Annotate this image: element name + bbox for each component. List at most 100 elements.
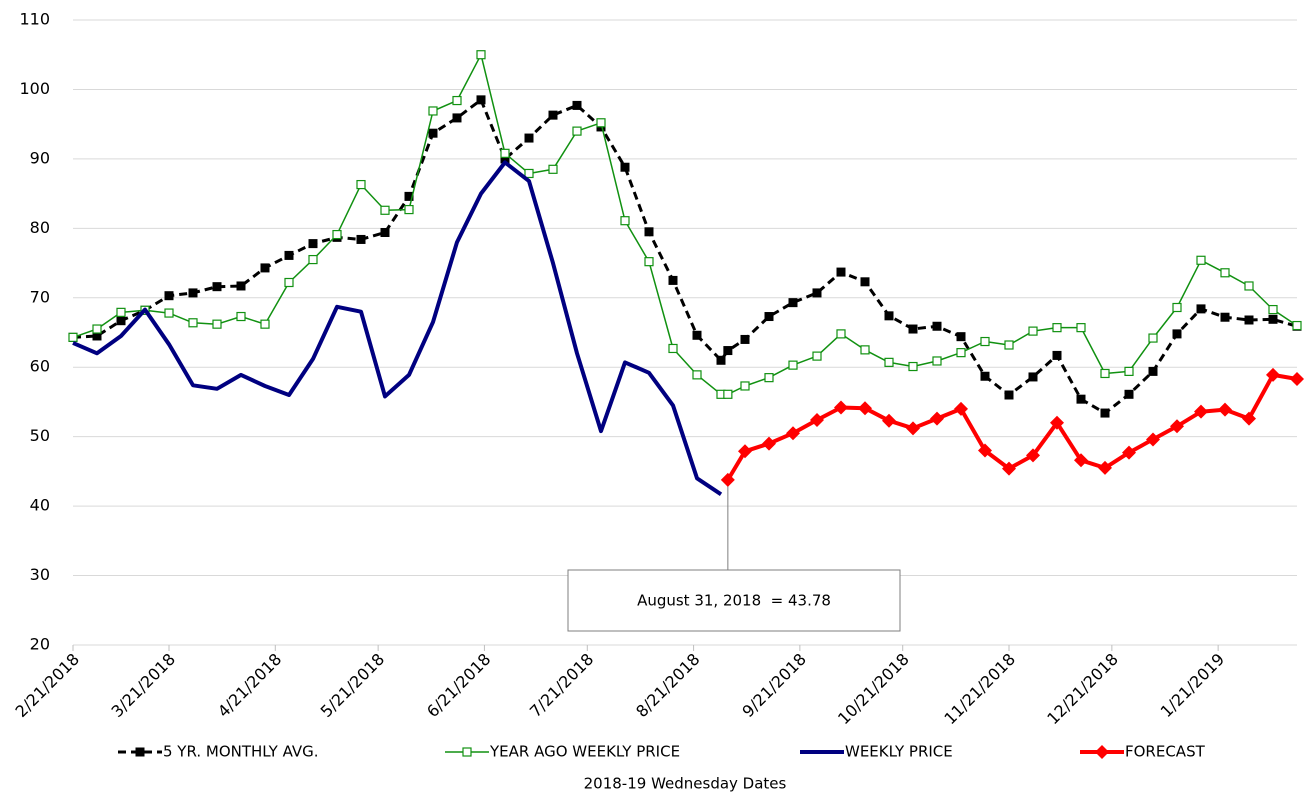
- marker: [1004, 390, 1014, 400]
- marker: [1124, 389, 1134, 399]
- y-tick-label: 60: [30, 357, 50, 376]
- x-tick-label: 4/21/2018: [214, 650, 285, 721]
- marker: [356, 234, 366, 244]
- marker: [932, 356, 942, 366]
- marker: [476, 50, 486, 60]
- marker: [188, 288, 198, 298]
- marker: [284, 250, 294, 260]
- marker: [572, 126, 582, 136]
- marker: [1050, 415, 1064, 430]
- marker: [188, 318, 198, 328]
- marker: [524, 168, 534, 179]
- marker: [764, 373, 774, 383]
- marker: [462, 747, 472, 757]
- marker: [1004, 340, 1014, 350]
- marker: [1172, 329, 1182, 339]
- marker: [116, 316, 126, 326]
- x-tick-label: 12/21/2018: [1043, 650, 1122, 729]
- x-tick-label: 5/21/2018: [317, 650, 388, 721]
- marker: [572, 100, 582, 110]
- marker: [908, 361, 918, 372]
- marker: [620, 162, 630, 172]
- marker: [1268, 304, 1278, 315]
- marker: [1148, 366, 1158, 376]
- marker: [882, 413, 896, 428]
- marker: [668, 275, 678, 285]
- marker: [164, 308, 174, 318]
- x-tick-label: 8/21/2018: [632, 650, 703, 721]
- marker: [404, 204, 414, 215]
- marker: [1148, 333, 1158, 343]
- marker: [788, 360, 798, 370]
- marker: [932, 321, 942, 331]
- marker: [812, 288, 822, 298]
- marker: [1074, 453, 1088, 468]
- marker: [428, 128, 438, 138]
- marker: [212, 319, 222, 329]
- y-tick-label: 110: [19, 10, 50, 29]
- x-tick-label: 2/21/2018: [12, 650, 83, 721]
- x-tick-label: 1/21/2019: [1157, 650, 1228, 721]
- marker: [812, 351, 822, 361]
- marker: [692, 370, 702, 380]
- marker: [1244, 281, 1254, 291]
- y-tick-label: 70: [30, 287, 50, 306]
- marker: [740, 334, 750, 344]
- marker: [92, 324, 102, 334]
- x-tick-label: 6/21/2018: [423, 650, 494, 721]
- y-tick-label: 20: [30, 635, 50, 654]
- marker: [1170, 419, 1184, 434]
- marker: [92, 331, 102, 341]
- marker: [884, 311, 894, 321]
- x-tick-label: 3/21/2018: [108, 650, 179, 721]
- marker: [1196, 304, 1206, 314]
- marker: [236, 311, 246, 322]
- series-line: [72, 53, 1298, 396]
- marker: [116, 307, 126, 317]
- legend-label: YEAR AGO WEEKLY PRICE: [489, 743, 680, 761]
- marker: [380, 228, 390, 237]
- marker: [308, 254, 318, 265]
- marker: [1052, 350, 1062, 360]
- marker: [1052, 323, 1062, 333]
- marker: [884, 357, 894, 367]
- marker: [788, 298, 798, 308]
- marker: [68, 332, 78, 342]
- marker: [644, 227, 654, 237]
- marker: [723, 389, 733, 399]
- marker: [1100, 368, 1110, 379]
- marker: [596, 118, 606, 128]
- marker: [428, 106, 438, 116]
- marker: [644, 257, 654, 267]
- marker: [135, 747, 145, 757]
- marker: [1290, 372, 1304, 387]
- marker: [978, 443, 992, 458]
- x-tick-label: 7/21/2018: [526, 650, 597, 721]
- marker: [1122, 445, 1136, 460]
- marker: [762, 436, 776, 451]
- marker: [668, 343, 678, 354]
- marker: [260, 319, 270, 329]
- marker: [548, 110, 558, 120]
- y-tick-label: 100: [19, 79, 50, 98]
- marker: [956, 332, 966, 342]
- marker: [164, 291, 174, 301]
- marker: [380, 205, 390, 215]
- marker: [1076, 323, 1086, 333]
- marker: [1266, 367, 1280, 382]
- marker: [834, 400, 848, 415]
- annotation-text: August 31, 2018 = 43.78: [637, 592, 831, 610]
- marker: [332, 229, 342, 240]
- marker: [1028, 372, 1038, 382]
- marker: [1244, 315, 1254, 325]
- marker: [1098, 460, 1112, 475]
- marker: [212, 282, 222, 292]
- y-tick-label: 80: [30, 218, 50, 237]
- marker: [738, 444, 752, 459]
- marker: [836, 329, 846, 339]
- marker: [1220, 268, 1230, 278]
- marker: [1218, 402, 1232, 417]
- marker: [906, 421, 920, 436]
- marker: [1268, 314, 1278, 324]
